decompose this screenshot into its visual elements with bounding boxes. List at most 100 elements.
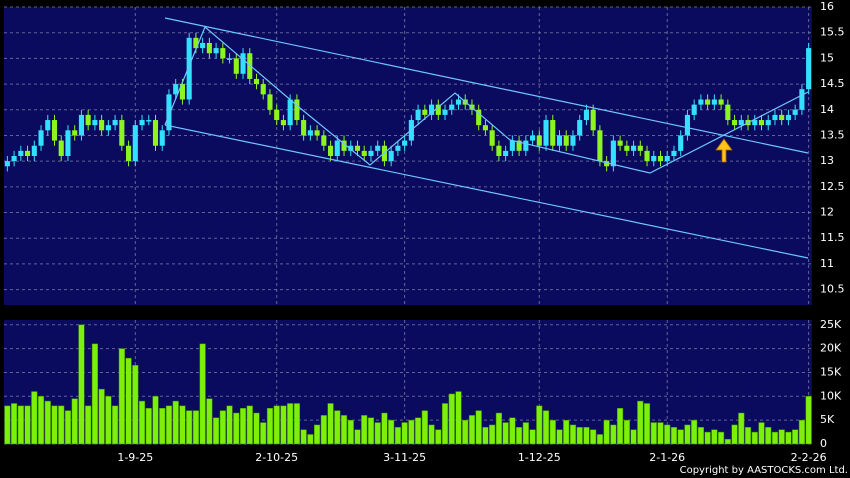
candle-body	[577, 120, 583, 136]
volume-bar	[704, 431, 711, 445]
candle-body	[684, 114, 690, 136]
candle-body	[792, 109, 798, 115]
candle-body	[112, 120, 118, 126]
candle-body	[489, 130, 495, 146]
volume-bar	[489, 424, 496, 445]
candle-body	[267, 94, 273, 110]
candle-body	[590, 109, 596, 131]
volume-bar	[273, 405, 280, 445]
candle-body	[139, 120, 145, 126]
y-tick-label: 12.5	[820, 180, 845, 193]
candle-body	[523, 140, 529, 151]
y-tick-label: 25K	[820, 318, 842, 331]
candle-body	[159, 130, 165, 146]
y-tick-label: 0	[820, 437, 827, 450]
candle-body	[280, 120, 286, 126]
x-tick-label: 2-2-26	[791, 451, 827, 464]
candle-body	[146, 120, 152, 122]
volume-bar	[542, 410, 550, 445]
candle-body	[51, 120, 58, 141]
y-tick-label: 11.5	[820, 231, 845, 244]
candle-body	[253, 78, 260, 85]
candle-body	[119, 120, 125, 146]
candle-body	[806, 48, 812, 90]
volume-bar	[657, 422, 664, 445]
candle-body	[200, 42, 206, 49]
candle-body	[193, 37, 199, 49]
volume-bar	[482, 427, 489, 445]
candle-body	[799, 89, 805, 110]
candle-body	[45, 120, 51, 131]
candle-body	[476, 109, 482, 126]
volume-panel	[4, 320, 812, 444]
volume-bar	[145, 407, 152, 445]
volume-bar	[495, 412, 502, 445]
candle-body	[388, 150, 394, 162]
volume-bar	[239, 407, 247, 445]
volume-bar	[91, 343, 98, 445]
candle-body	[166, 94, 172, 131]
volume-bar	[475, 410, 482, 445]
candle-body	[429, 104, 435, 115]
candle-body	[691, 104, 697, 115]
y-tick-label: 10K	[820, 389, 842, 402]
candle-body	[99, 120, 105, 131]
y-tick-label: 14.5	[820, 77, 845, 90]
candle-body	[617, 140, 623, 146]
volume-bar	[172, 400, 179, 445]
volume-bar	[731, 424, 738, 445]
candle-body	[247, 53, 253, 79]
candle-body	[711, 99, 717, 105]
volume-bar	[744, 427, 752, 445]
volume-bar	[778, 429, 785, 445]
volume-bar	[165, 405, 173, 445]
candle-body	[671, 150, 677, 156]
y-tick-label: 15	[820, 51, 834, 64]
volume-bar	[98, 388, 105, 445]
y-tick-label: 5K	[820, 413, 835, 426]
candle-body	[631, 145, 637, 151]
volume-bar	[361, 415, 368, 445]
candle-body	[126, 145, 132, 162]
volume-bar	[448, 393, 455, 445]
y-tick-label: 15.5	[820, 26, 845, 39]
candle-body	[354, 145, 361, 151]
volume-bar	[11, 403, 18, 445]
candle-body	[287, 99, 293, 126]
volume-bar	[266, 407, 274, 445]
candle-body	[260, 84, 266, 95]
volume-bar	[502, 422, 509, 445]
copyright: Copyright by AASTOCKS.com Ltd.	[680, 465, 848, 476]
y-tick-label: 10.5	[820, 283, 845, 296]
candle-body	[220, 48, 226, 59]
volume-bar	[771, 431, 779, 445]
candle-body	[624, 145, 630, 151]
volume-bar	[421, 410, 428, 445]
candle-body	[65, 130, 71, 156]
candle-body	[644, 150, 650, 162]
x-tick-label: 1-12-25	[518, 451, 561, 464]
candle-body	[509, 140, 515, 151]
candle-body	[402, 140, 408, 146]
volume-bar	[300, 429, 307, 445]
y-tick-label: 20K	[820, 342, 842, 355]
candle-body	[637, 145, 643, 151]
y-tick-label: 13	[820, 154, 834, 167]
volume-bar	[159, 407, 166, 445]
volume-bar	[179, 405, 186, 445]
candle-body	[348, 145, 354, 151]
candle-body	[758, 120, 765, 126]
volume-bar	[347, 419, 354, 445]
candle-body	[718, 99, 724, 105]
volume-bar	[78, 324, 85, 445]
candle-body	[314, 130, 320, 136]
volume-bar	[529, 429, 536, 445]
volume-bar	[105, 396, 112, 445]
candle-body	[530, 135, 536, 141]
volume-bar	[603, 419, 610, 445]
volume-bar	[664, 424, 671, 445]
volume-bar	[246, 405, 253, 445]
candle-body	[58, 140, 64, 156]
candle-body	[38, 130, 44, 146]
candle-body	[651, 156, 657, 162]
